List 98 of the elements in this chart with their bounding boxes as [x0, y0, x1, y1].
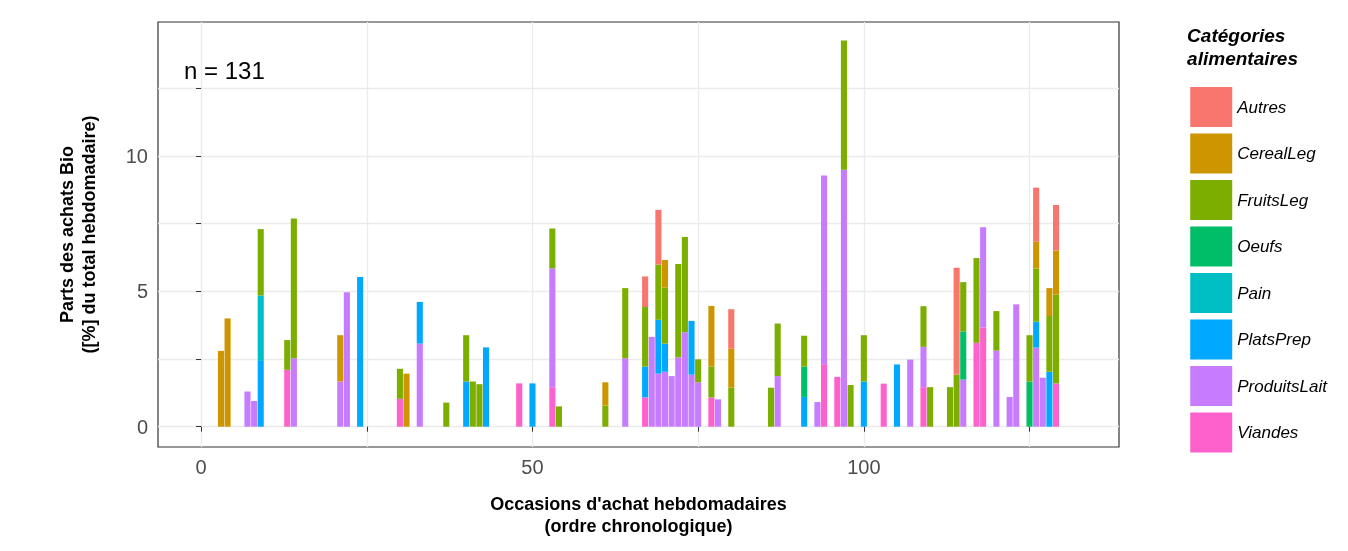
bar — [695, 359, 702, 383]
bar — [708, 305, 715, 367]
legend-label: FruitsLeg — [1237, 190, 1309, 210]
bar — [714, 399, 722, 427]
bar — [1026, 335, 1033, 382]
annotation: n = 131 — [184, 56, 265, 84]
bar — [1026, 381, 1033, 427]
legend-label: Autres — [1236, 97, 1287, 117]
bar — [549, 387, 556, 427]
bar — [840, 40, 847, 170]
bar — [284, 369, 291, 427]
bar — [1046, 371, 1053, 427]
bar — [549, 268, 556, 388]
bar — [821, 175, 828, 365]
bar — [980, 227, 987, 328]
bar — [860, 381, 867, 427]
bar — [1033, 187, 1040, 242]
bar — [993, 350, 1000, 427]
legend-label: ProduitsLait — [1237, 376, 1329, 396]
bar — [549, 228, 556, 269]
legend-label: Pain — [1237, 283, 1272, 303]
bar — [953, 267, 960, 375]
bar — [555, 406, 563, 427]
bar — [257, 360, 264, 427]
x-tick-label: 50 — [521, 456, 544, 478]
bar — [993, 311, 1000, 351]
y-tick-label: 10 — [125, 145, 148, 167]
x-tick-label: 0 — [195, 456, 207, 478]
bar — [774, 323, 781, 377]
bar — [1052, 204, 1060, 251]
bar — [880, 383, 887, 427]
bar — [661, 259, 669, 288]
bar — [893, 364, 901, 427]
bar — [907, 359, 914, 427]
legend-label: Viandes — [1237, 423, 1299, 442]
bar — [357, 277, 364, 427]
bar — [290, 358, 297, 427]
bar — [728, 387, 735, 427]
x-tick-label: 100 — [847, 456, 881, 478]
bar — [920, 306, 927, 347]
bar — [708, 397, 715, 427]
bar — [1052, 383, 1060, 427]
legend-label: CerealLeg — [1237, 144, 1317, 163]
bar — [642, 276, 649, 308]
bar — [834, 376, 841, 427]
bar — [840, 169, 847, 427]
bar — [801, 366, 808, 397]
bar — [257, 295, 264, 361]
bar — [622, 358, 629, 427]
bar — [960, 331, 967, 380]
bar — [403, 373, 410, 427]
legend-label: PlatsPrep — [1237, 330, 1311, 349]
legend-title: Catégories alimentaires — [1187, 25, 1299, 69]
bar — [642, 366, 649, 398]
bar — [416, 343, 423, 427]
bar — [860, 335, 867, 382]
bar — [920, 387, 927, 427]
bar — [463, 381, 470, 427]
bar — [396, 398, 403, 427]
bar — [655, 209, 662, 265]
bar — [708, 366, 715, 398]
bar — [927, 387, 934, 427]
bar — [642, 307, 649, 367]
y-tick-label: 0 — [136, 415, 148, 438]
bar — [920, 346, 927, 388]
bar — [529, 383, 536, 427]
bar — [463, 335, 470, 382]
bar — [416, 301, 423, 344]
y-tick-label: 5 — [136, 280, 148, 303]
bar — [622, 288, 629, 359]
bar — [337, 335, 344, 382]
bar — [960, 282, 967, 332]
legend-label: Oeufs — [1237, 237, 1284, 256]
bar — [1033, 268, 1040, 322]
bar — [1033, 241, 1040, 269]
y-axis-title: Parts des achats Bio ([%] du total hebdomadaire) — [57, 115, 99, 354]
bar — [1033, 321, 1040, 348]
bar — [688, 320, 695, 375]
bar — [602, 382, 609, 406]
bar — [847, 385, 854, 427]
bar — [973, 258, 980, 343]
bar — [728, 309, 735, 349]
bar — [396, 368, 403, 399]
bar — [821, 364, 828, 427]
bar — [768, 387, 775, 427]
bar — [801, 335, 808, 367]
bar — [728, 348, 735, 388]
bar — [774, 376, 781, 427]
bar — [516, 383, 523, 427]
bar — [801, 396, 808, 427]
bar — [257, 229, 264, 296]
bar — [960, 379, 967, 427]
x-axis-title: Occasions d'achat hebdomadaires (ordre chronologique) — [490, 494, 787, 536]
bar — [483, 347, 490, 427]
bar — [443, 402, 450, 427]
bar — [642, 397, 649, 427]
bar — [814, 402, 821, 427]
bar — [602, 405, 609, 427]
